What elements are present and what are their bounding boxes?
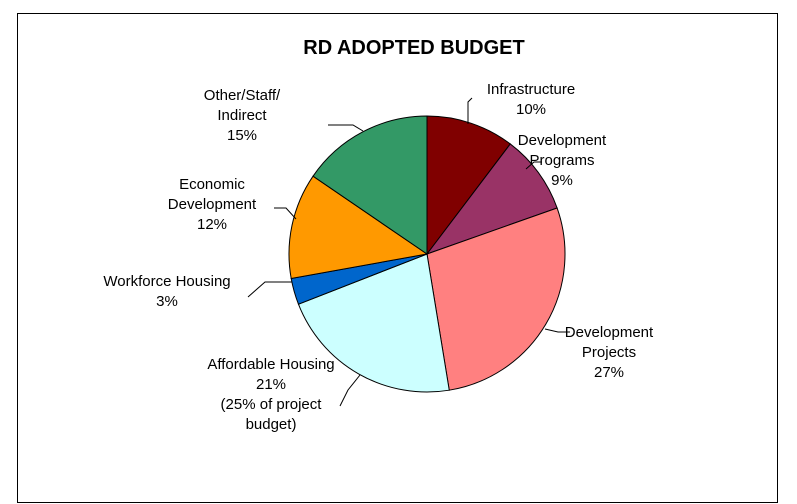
pie-slice-infrastructure <box>426 115 511 256</box>
slice-label-line: Affordable Housing <box>207 356 334 373</box>
slice-label-line: 27% <box>594 364 624 381</box>
slice-label-economic-development: Economic Development 12% <box>168 176 257 233</box>
pie-slice-other-staff-indirect <box>312 115 428 255</box>
slice-label-line: budget) <box>246 416 297 433</box>
slice-label-affordable-housing: Affordable Housing 21% (25% of project budg… <box>207 356 334 433</box>
slice-label-line: Development <box>565 324 654 341</box>
leader-line <box>525 161 542 170</box>
pie-chart: RD ADOPTED BUDGET Infrastructure 10% Devel… <box>103 37 654 433</box>
leader-line <box>467 97 473 124</box>
slice-label-line: Projects <box>582 344 636 361</box>
slice-label-line: 12% <box>197 216 227 233</box>
pie-slice-economic-development <box>288 175 429 280</box>
slice-label-workforce-housing: Workforce Housing 3% <box>103 273 230 310</box>
chart-frame: RD ADOPTED BUDGET Infrastructure 10% Devel… <box>17 13 778 503</box>
pie-slice-affordable-housing <box>297 253 450 393</box>
slice-label-development-programs: Development Programs 9% <box>518 132 607 189</box>
chart-title: RD ADOPTED BUDGET <box>303 37 524 59</box>
leader-line <box>274 207 297 220</box>
slice-label-infrastructure: Infrastructure 10% <box>487 81 575 118</box>
slice-label-line: Indirect <box>217 107 267 124</box>
slice-label-line: Development <box>168 196 257 213</box>
slice-label-other-staff-indirect: Other/Staff/Indirect 15% <box>204 87 281 144</box>
leader-line <box>328 124 364 132</box>
slice-label-line: Economic <box>179 176 245 193</box>
slice-label-development-projects: Development Projects 27% <box>565 324 654 381</box>
slice-label-line: 9% <box>551 172 573 189</box>
slice-label-line: Workforce Housing <box>103 273 230 290</box>
slice-label-line: Infrastructure <box>487 81 575 98</box>
slice-label-line: 3% <box>156 293 178 310</box>
pie-slice-development-projects <box>426 207 566 391</box>
leader-line <box>339 374 361 407</box>
slice-label-line: (25% of project <box>221 396 323 413</box>
slice-label-line: Development <box>518 132 607 149</box>
slice-label-line: 15% <box>227 127 257 144</box>
slice-label-line: 21% <box>256 376 286 393</box>
leader-line <box>544 328 570 333</box>
pie-slice-development-programs <box>425 143 558 256</box>
slice-label-line: Programs <box>529 152 594 169</box>
leader-line <box>247 281 292 298</box>
slice-label-line: Other/Staff/ <box>204 87 281 104</box>
slice-label-line: 10% <box>516 101 546 118</box>
